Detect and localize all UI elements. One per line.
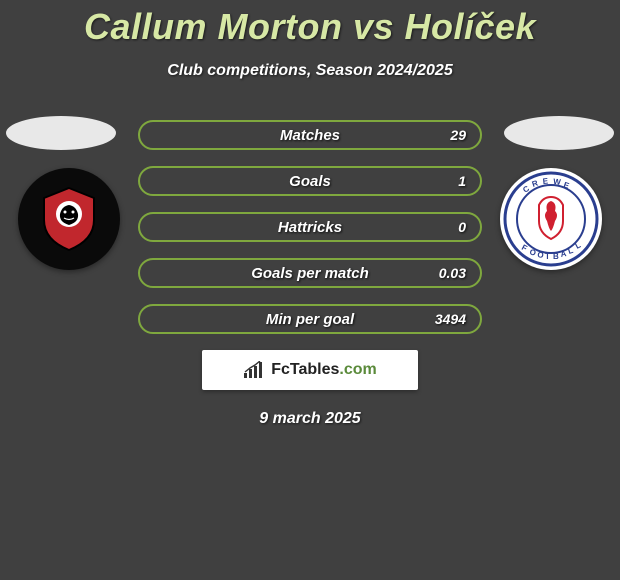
- stat-value: 1: [458, 173, 466, 189]
- stat-bar: Goals per match 0.03: [138, 258, 482, 288]
- crewe-crest-icon: C R E W E F O O T B A L L: [503, 171, 599, 267]
- stat-label: Goals per match: [251, 265, 369, 282]
- subtitle: Club competitions, Season 2024/2025: [0, 62, 620, 80]
- stat-bar: Goals 1: [138, 166, 482, 196]
- right-shadow-oval: [504, 116, 614, 150]
- brand-box: FcTables.com: [202, 350, 418, 390]
- brand-text-main: FcTables: [271, 361, 339, 378]
- stat-label: Min per goal: [266, 311, 354, 328]
- stat-bar: Hattricks 0: [138, 212, 482, 242]
- stat-value: 0: [458, 219, 466, 235]
- stat-value: 29: [450, 127, 466, 143]
- left-shadow-oval: [6, 116, 116, 150]
- stat-label: Goals: [289, 173, 331, 190]
- brand-chart-icon: [243, 361, 265, 379]
- stat-label: Matches: [280, 127, 340, 144]
- home-club-badge: [18, 168, 120, 270]
- brand-text-domain: .com: [339, 361, 376, 378]
- stat-label: Hattricks: [278, 219, 342, 236]
- svg-text:B: B: [553, 252, 559, 261]
- stat-value: 3494: [435, 311, 466, 327]
- stat-bar: Matches 29: [138, 120, 482, 150]
- brand-text: FcTables.com: [271, 361, 377, 379]
- stat-bar: Min per goal 3494: [138, 304, 482, 334]
- away-club-badge: C R E W E F O O T B A L L: [500, 168, 602, 270]
- stat-value: 0.03: [439, 265, 466, 281]
- match-date: 9 march 2025: [0, 410, 620, 428]
- svg-text:W: W: [553, 177, 562, 187]
- svg-text:T: T: [545, 252, 550, 261]
- page-title: Callum Morton vs Holíček: [0, 0, 620, 48]
- salford-shield-icon: [34, 184, 104, 254]
- stats-bars: Matches 29 Goals 1 Hattricks 0 Goals per match…: [138, 120, 482, 334]
